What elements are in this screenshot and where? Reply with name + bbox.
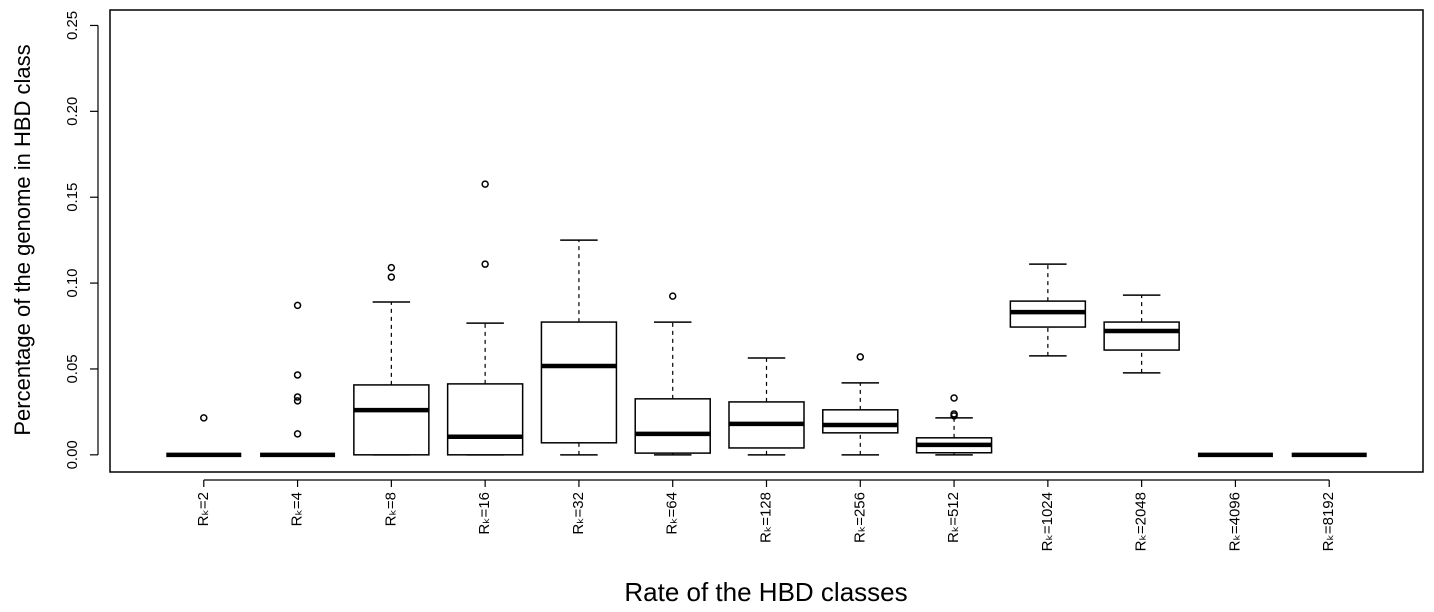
y-tick-label: 0.10 [64, 268, 81, 297]
outlier [387, 263, 396, 272]
y-tick-label: 0.05 [64, 354, 81, 383]
box [822, 409, 899, 434]
x-tick-label: Rₖ=16 [476, 492, 493, 535]
outlier [293, 393, 302, 401]
box [540, 321, 618, 444]
x-tick-label: Rₖ=256 [851, 492, 868, 543]
x-axis-label: Rate of the HBD classes [624, 577, 907, 607]
outlier [387, 273, 396, 281]
y-tick-label: 0.25 [64, 11, 81, 40]
x-tick-label: Rₖ=128 [757, 492, 774, 543]
box [446, 383, 524, 456]
x-tick-label: Rₖ=512 [945, 492, 962, 543]
x-tick-label: Rₖ=64 [664, 492, 681, 535]
box [353, 384, 430, 456]
outlier [293, 397, 302, 405]
outlier [668, 292, 677, 300]
box [634, 398, 711, 454]
box [1103, 321, 1180, 351]
y-axis-label: Percentage of the genome in HBD class [10, 44, 35, 435]
outlier [950, 394, 958, 402]
x-tick-label: Rₖ=4 [289, 492, 306, 526]
x-tick-label: Rₖ=32 [570, 492, 587, 535]
outlier [481, 260, 489, 268]
outlier [856, 353, 865, 361]
x-tick-label: Rₖ=4096 [1226, 492, 1243, 551]
x-tick-label: Rₖ=2 [195, 492, 212, 526]
outlier [293, 301, 302, 310]
outlier [200, 414, 208, 422]
outlier [293, 371, 302, 379]
outlier [950, 410, 958, 418]
x-tick-label: Rₖ=1024 [1039, 492, 1056, 551]
x-tick-label: Rₖ=2048 [1133, 492, 1150, 551]
y-tick-label: 0.20 [64, 97, 81, 126]
outlier [293, 430, 302, 438]
y-tick-label: 0.00 [64, 440, 81, 469]
x-tick-label: Rₖ=8192 [1320, 492, 1337, 551]
plot-frame [109, 9, 1424, 473]
y-tick-label: 0.15 [64, 183, 81, 212]
x-tick-label: Rₖ=8 [382, 492, 399, 526]
outlier [481, 180, 489, 188]
